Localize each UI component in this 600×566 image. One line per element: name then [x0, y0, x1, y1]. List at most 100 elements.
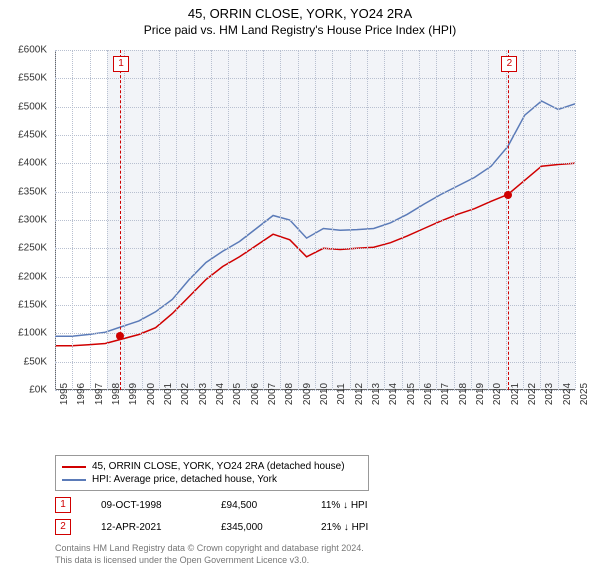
x-tick-label: 1998 — [111, 383, 122, 405]
y-tick-label: £200K — [0, 271, 47, 282]
x-tick-label: 2022 — [527, 383, 538, 405]
x-tick-label: 2020 — [492, 383, 503, 405]
gridline-v — [55, 50, 56, 390]
x-tick-label: 2004 — [215, 383, 226, 405]
legend-line-red — [62, 466, 86, 468]
sale-row-1: 1 09-OCT-1998 £94,500 11% ↓ HPI — [55, 497, 575, 513]
x-tick-label: 2023 — [544, 383, 555, 405]
sale-date-1: 09-OCT-1998 — [101, 500, 191, 511]
y-tick-label: £0K — [0, 385, 47, 396]
chart-wrap: 12 £0K£50K£100K£150K£200K£250K£300K£350K… — [55, 50, 575, 420]
gridline-v — [194, 50, 195, 390]
x-tick-label: 2008 — [284, 383, 295, 405]
gridline-v — [107, 50, 108, 390]
y-tick-label: £150K — [0, 300, 47, 311]
x-tick-label: 2012 — [354, 383, 365, 405]
gridline-v — [488, 50, 489, 390]
legend-area: 45, ORRIN CLOSE, YORK, YO24 2RA (detache… — [55, 455, 575, 566]
chart-subtitle: Price paid vs. HM Land Registry's House … — [0, 21, 600, 37]
x-tick-label: 2010 — [319, 383, 330, 405]
x-tick-label: 2015 — [406, 383, 417, 405]
chart-title: 45, ORRIN CLOSE, YORK, YO24 2RA — [0, 0, 600, 21]
x-tick-label: 2024 — [562, 383, 573, 405]
gridline-v — [246, 50, 247, 390]
plot-area: 12 — [55, 50, 575, 390]
sale-marker-box: 1 — [113, 56, 129, 72]
gridline-v — [471, 50, 472, 390]
sale-marker-dot — [504, 191, 512, 199]
x-tick-label: 1995 — [59, 383, 70, 405]
x-tick-label: 2016 — [423, 383, 434, 405]
legend-label-1: 45, ORRIN CLOSE, YORK, YO24 2RA (detache… — [92, 461, 345, 472]
x-tick-label: 2025 — [579, 383, 590, 405]
y-tick-label: £100K — [0, 328, 47, 339]
sale-marker-1: 1 — [55, 497, 71, 513]
sale-marker-box: 2 — [501, 56, 517, 72]
x-tick-label: 2003 — [198, 383, 209, 405]
x-tick-label: 1996 — [76, 383, 87, 405]
sale-marker-line — [508, 50, 509, 390]
gridline-v — [228, 50, 229, 390]
x-tick-label: 2021 — [510, 383, 521, 405]
gridline-v — [454, 50, 455, 390]
gridline-v — [159, 50, 160, 390]
x-tick-label: 2011 — [336, 383, 347, 405]
x-tick-label: 2002 — [180, 383, 191, 405]
x-tick-label: 1997 — [94, 383, 105, 405]
x-tick-label: 2007 — [267, 383, 278, 405]
chart-container: 45, ORRIN CLOSE, YORK, YO24 2RA Price pa… — [0, 0, 600, 560]
x-tick-label: 2006 — [250, 383, 261, 405]
gridline-v — [540, 50, 541, 390]
y-tick-label: £500K — [0, 101, 47, 112]
x-tick-label: 2017 — [440, 383, 451, 405]
sale-price-2: £345,000 — [221, 522, 291, 533]
footnote-1: Contains HM Land Registry data © Crown c… — [55, 543, 575, 555]
y-tick-label: £50K — [0, 356, 47, 367]
gridline-v — [350, 50, 351, 390]
gridline-v — [90, 50, 91, 390]
legend-line-blue — [62, 479, 86, 481]
x-tick-label: 2009 — [302, 383, 313, 405]
x-tick-label: 2005 — [232, 383, 243, 405]
x-tick-label: 2018 — [458, 383, 469, 405]
legend-box: 45, ORRIN CLOSE, YORK, YO24 2RA (detache… — [55, 455, 369, 491]
y-tick-label: £300K — [0, 215, 47, 226]
legend-row-2: HPI: Average price, detached house, York — [62, 473, 362, 486]
gridline-v — [142, 50, 143, 390]
gridline-v — [176, 50, 177, 390]
x-tick-label: 1999 — [128, 383, 139, 405]
y-tick-label: £250K — [0, 243, 47, 254]
x-tick-label: 2001 — [163, 383, 174, 405]
x-tick-label: 2000 — [146, 383, 157, 405]
sale-date-2: 12-APR-2021 — [101, 522, 191, 533]
y-tick-label: £400K — [0, 158, 47, 169]
sale-marker-dot — [116, 332, 124, 340]
sale-delta-2: 21% ↓ HPI — [321, 522, 368, 533]
footnote-2: This data is licensed under the Open Gov… — [55, 555, 575, 566]
y-tick-label: £350K — [0, 186, 47, 197]
x-tick-label: 2014 — [388, 383, 399, 405]
gridline-v — [419, 50, 420, 390]
gridline-v — [402, 50, 403, 390]
y-tick-label: £600K — [0, 45, 47, 56]
sale-marker-2: 2 — [55, 519, 71, 535]
gridline-v — [263, 50, 264, 390]
gridline-v — [72, 50, 73, 390]
gridline-v — [506, 50, 507, 390]
gridline-v — [575, 50, 576, 390]
gridline-v — [384, 50, 385, 390]
gridline-v — [332, 50, 333, 390]
gridline-v — [558, 50, 559, 390]
sale-price-1: £94,500 — [221, 500, 291, 511]
gridline-v — [298, 50, 299, 390]
x-tick-label: 2019 — [475, 383, 486, 405]
gridline-v — [523, 50, 524, 390]
gridline-v — [280, 50, 281, 390]
y-tick-label: £550K — [0, 73, 47, 84]
x-tick-label: 2013 — [371, 383, 382, 405]
gridline-v — [315, 50, 316, 390]
legend-row-1: 45, ORRIN CLOSE, YORK, YO24 2RA (detache… — [62, 460, 362, 473]
legend-label-2: HPI: Average price, detached house, York — [92, 474, 277, 485]
footnote: Contains HM Land Registry data © Crown c… — [55, 543, 575, 566]
y-tick-label: £450K — [0, 130, 47, 141]
